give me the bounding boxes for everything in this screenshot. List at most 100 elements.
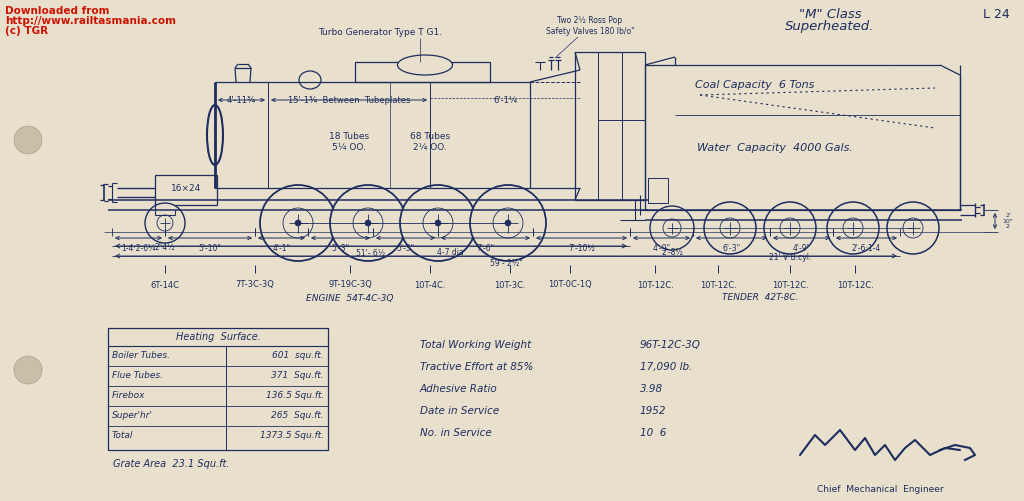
Text: Superheated.: Superheated. — [785, 20, 874, 33]
Text: 3.98: 3.98 — [640, 384, 664, 394]
Text: 9T-19C-3Q: 9T-19C-3Q — [328, 281, 372, 290]
Text: Chief  Mechanical  Engineer: Chief Mechanical Engineer — [817, 485, 943, 494]
Text: 16×24: 16×24 — [171, 183, 201, 192]
Text: 7T-3C-3Q: 7T-3C-3Q — [236, 281, 274, 290]
Text: 59'- 2½": 59'- 2½" — [489, 260, 522, 269]
Circle shape — [295, 220, 301, 226]
Circle shape — [663, 219, 681, 237]
Text: Turbo Generator Type T G1.: Turbo Generator Type T G1. — [317, 28, 442, 37]
Text: ENGINE  54T-4C-3Q: ENGINE 54T-4C-3Q — [306, 294, 394, 303]
Bar — [155, 175, 217, 205]
Text: 2'-6·1-4: 2'-6·1-4 — [852, 243, 881, 253]
Circle shape — [705, 202, 756, 254]
Text: Date in Service: Date in Service — [420, 406, 500, 416]
Text: 17,090 lb.: 17,090 lb. — [640, 362, 692, 372]
Circle shape — [493, 208, 523, 238]
Text: 2'-8½: 2'-8½ — [662, 247, 683, 257]
Circle shape — [145, 203, 185, 243]
Circle shape — [260, 185, 336, 261]
Text: 68 Tubes
2¼ OO.: 68 Tubes 2¼ OO. — [410, 132, 451, 152]
Circle shape — [903, 218, 923, 238]
Text: 7'-6": 7'-6" — [476, 243, 495, 253]
Text: No. in Service: No. in Service — [420, 428, 492, 438]
Text: http://www.railtasmania.com: http://www.railtasmania.com — [5, 16, 176, 26]
Ellipse shape — [397, 55, 453, 75]
Text: 5'-3": 5'-3" — [332, 243, 349, 253]
Text: Firebox: Firebox — [112, 391, 145, 400]
Circle shape — [470, 185, 546, 261]
Text: 601  squ.ft.: 601 squ.ft. — [272, 352, 324, 361]
Text: Coal Capacity  6 Tons: Coal Capacity 6 Tons — [695, 80, 815, 90]
Circle shape — [330, 185, 406, 261]
Text: Two 2½ Ross Pop
Safety Valves 180 lb/o": Two 2½ Ross Pop Safety Valves 180 lb/o" — [546, 17, 634, 36]
Text: Adhesive Ratio: Adhesive Ratio — [420, 384, 498, 394]
Circle shape — [505, 220, 511, 226]
Text: 4-7 dia: 4-7 dia — [436, 247, 464, 257]
Text: 1-4·2-6¼: 1-4·2-6¼ — [121, 243, 156, 253]
Circle shape — [14, 126, 42, 154]
Text: 1373.5 Squ.ft.: 1373.5 Squ.ft. — [260, 431, 324, 440]
Text: 10T-12C.: 10T-12C. — [699, 281, 736, 290]
Circle shape — [283, 208, 313, 238]
Circle shape — [780, 218, 800, 238]
Text: 6T-14C: 6T-14C — [151, 281, 179, 290]
Text: Grate Area  23.1 Squ.ft.: Grate Area 23.1 Squ.ft. — [113, 459, 229, 469]
Text: 10  6: 10 6 — [640, 428, 667, 438]
Text: Total Working Weight: Total Working Weight — [420, 340, 531, 350]
Circle shape — [423, 208, 453, 238]
Text: 4'-1": 4'-1" — [272, 243, 291, 253]
Text: Tractive Effort at 85%: Tractive Effort at 85% — [420, 362, 534, 372]
Text: Downloaded from: Downloaded from — [5, 6, 110, 16]
Text: 5'-3": 5'-3" — [396, 243, 415, 253]
Text: 10T-4C.: 10T-4C. — [415, 281, 445, 290]
Text: Super'hr': Super'hr' — [112, 411, 153, 420]
Text: 51'- 6½: 51'- 6½ — [356, 249, 386, 259]
Text: 371  Squ.ft.: 371 Squ.ft. — [271, 372, 324, 380]
Text: 10T-0C-1Q: 10T-0C-1Q — [548, 281, 592, 290]
Circle shape — [650, 206, 694, 250]
Text: 4'-9": 4'-9" — [652, 243, 671, 253]
Text: 4'-9": 4'-9" — [793, 243, 811, 253]
Text: 18 Tubes
5¼ OO.: 18 Tubes 5¼ OO. — [329, 132, 369, 152]
Text: 10T-12C.: 10T-12C. — [837, 281, 873, 290]
Text: 15'-1¾  Between  Tubeplates: 15'-1¾ Between Tubeplates — [288, 96, 411, 105]
Text: 2"4½: 2"4½ — [155, 242, 175, 252]
Text: Water  Capacity  4000 Gals.: Water Capacity 4000 Gals. — [697, 143, 853, 153]
Text: 136.5 Squ.ft.: 136.5 Squ.ft. — [265, 391, 324, 400]
Circle shape — [887, 202, 939, 254]
Text: 96T-12C-3Q: 96T-12C-3Q — [640, 340, 700, 350]
Ellipse shape — [299, 71, 321, 89]
Circle shape — [764, 202, 816, 254]
Circle shape — [365, 220, 371, 226]
Circle shape — [353, 208, 383, 238]
Circle shape — [157, 215, 173, 231]
Text: L 24: L 24 — [983, 8, 1010, 21]
Bar — [108, 328, 328, 450]
Bar — [355, 62, 490, 82]
Text: 4'-11¾: 4'-11¾ — [226, 96, 256, 105]
Text: 265  Squ.ft.: 265 Squ.ft. — [271, 411, 324, 420]
Text: Total: Total — [112, 431, 133, 440]
Text: TENDER  42T-8C.: TENDER 42T-8C. — [722, 294, 799, 303]
Circle shape — [720, 218, 740, 238]
Circle shape — [827, 202, 879, 254]
Text: 5'-10": 5'-10" — [199, 243, 221, 253]
Text: 2'
10"
2: 2' 10" 2 — [1002, 213, 1014, 229]
Text: 6'-3": 6'-3" — [723, 243, 740, 253]
Ellipse shape — [207, 105, 223, 165]
Text: (c) TGR: (c) TGR — [5, 26, 48, 36]
Text: 10T-3C.: 10T-3C. — [495, 281, 525, 290]
Text: 21' V B.cyl.: 21' V B.cyl. — [769, 254, 811, 263]
Text: 6'-1¼: 6'-1¼ — [493, 96, 517, 105]
Circle shape — [843, 218, 863, 238]
Text: 7'-10½: 7'-10½ — [568, 243, 595, 253]
Text: 1952: 1952 — [640, 406, 667, 416]
Text: "M" Class: "M" Class — [799, 8, 861, 21]
Circle shape — [400, 185, 476, 261]
Text: Boiler Tubes.: Boiler Tubes. — [112, 352, 170, 361]
Text: 10T-12C.: 10T-12C. — [772, 281, 808, 290]
Text: Flue Tubes.: Flue Tubes. — [112, 372, 163, 380]
Bar — [648, 178, 668, 203]
Circle shape — [14, 356, 42, 384]
Text: 10T-12C.: 10T-12C. — [637, 281, 674, 290]
